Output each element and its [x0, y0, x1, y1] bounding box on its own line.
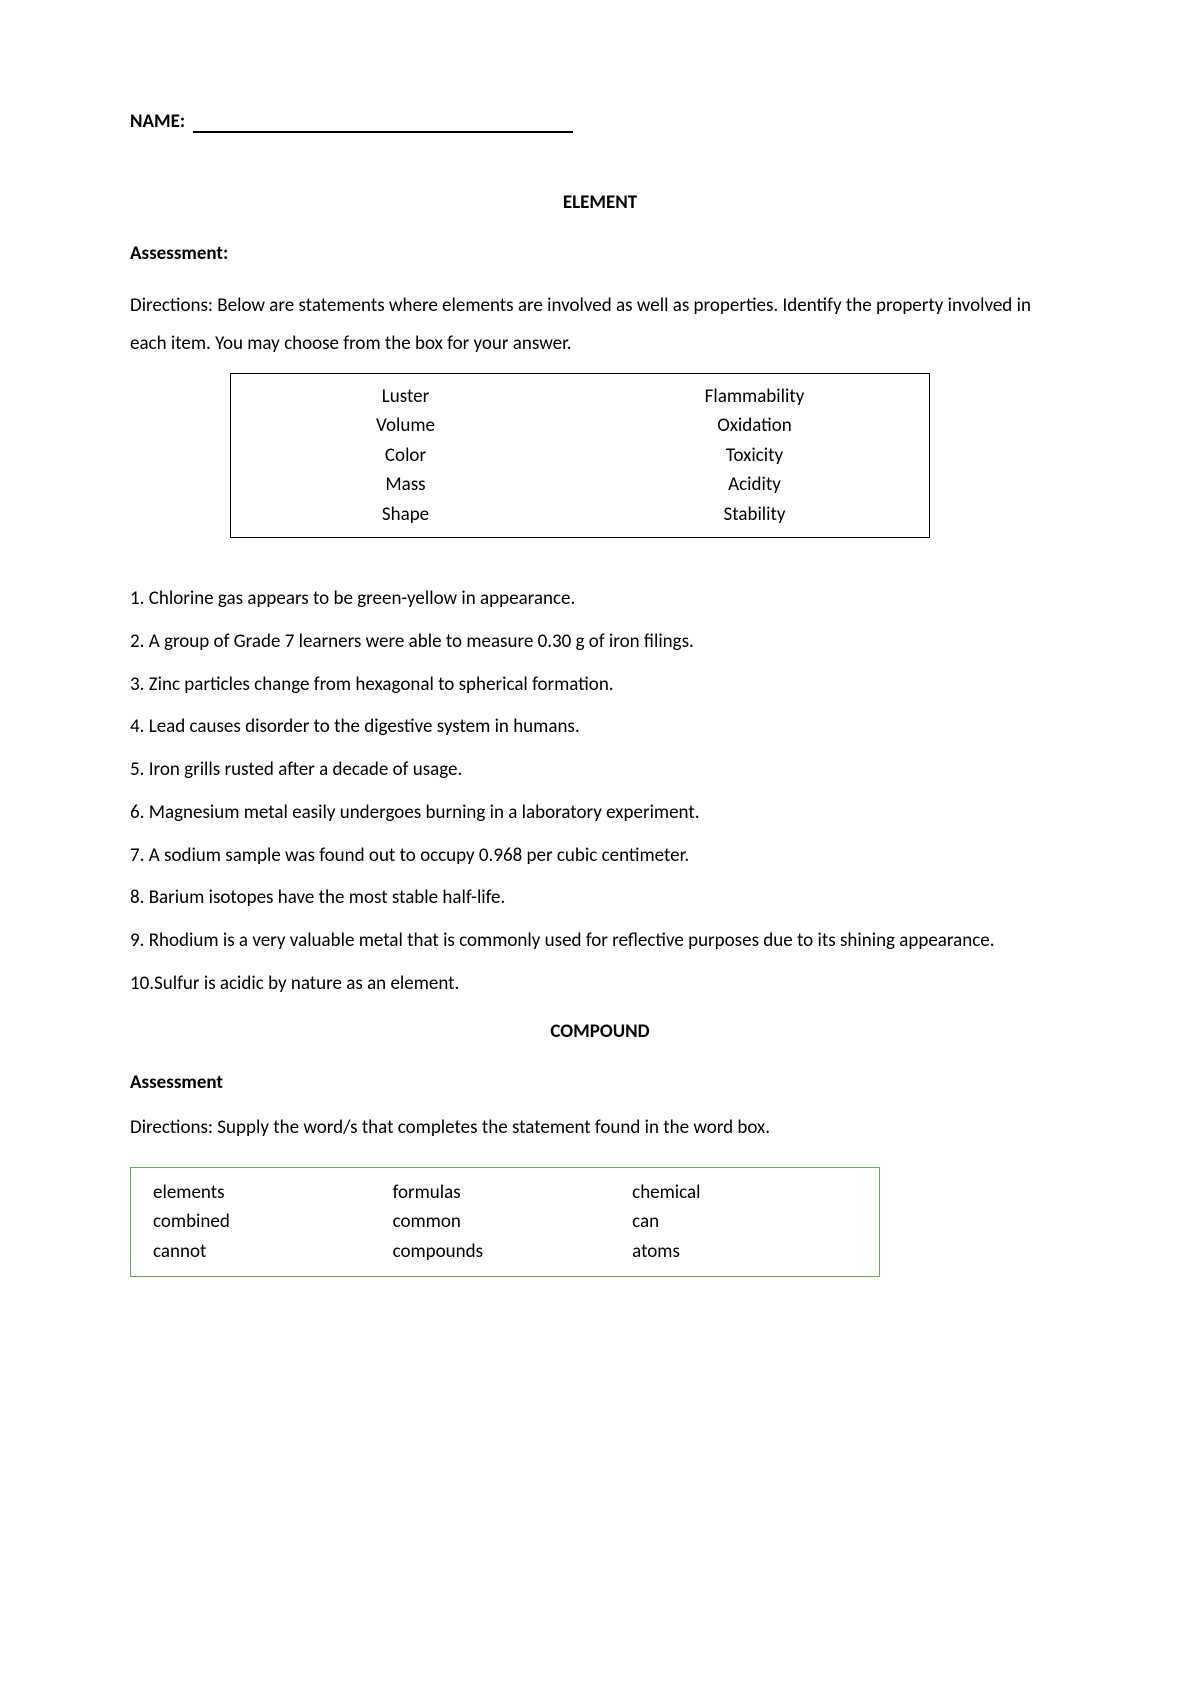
question-6: 6. Magnesium metal easily undergoes burn…: [130, 792, 1070, 835]
wordbox1-col1-0: Luster: [231, 382, 580, 411]
wordbox1-col2-0: Flammability: [580, 382, 929, 411]
wordbox2-r0c2: chemical: [632, 1178, 872, 1207]
wordbox2-r0c1: formulas: [393, 1178, 633, 1207]
directions-element: Directions: Below are statements where e…: [130, 287, 1070, 363]
wordbox1-col1-2: Color: [231, 441, 580, 470]
compound-title: COMPOUND: [130, 1020, 1070, 1043]
wordbox2-r2c1: compounds: [393, 1237, 633, 1266]
name-label: NAME:: [130, 110, 185, 133]
wordbox2-r1c2: can: [632, 1207, 872, 1236]
question-4: 4. Lead causes disorder to the digestive…: [130, 706, 1070, 749]
question-2: 2. A group of Grade 7 learners were able…: [130, 621, 1070, 664]
element-title: ELEMENT: [130, 191, 1070, 214]
wordbox1-col2-1: Oxidation: [580, 411, 929, 440]
wordbox1-col2-4: Stability: [580, 500, 929, 529]
wordbox1-col1-1: Volume: [231, 411, 580, 440]
element-questions: 1. Chlorine gas appears to be green-yell…: [130, 578, 1070, 1006]
wordbox2-r2c0: cannot: [153, 1237, 393, 1266]
wordbox2-r1c1: common: [393, 1207, 633, 1236]
question-5: 5. Iron grills rusted after a decade of …: [130, 749, 1070, 792]
name-field: NAME:: [130, 110, 1070, 133]
wordbox1-col2-3: Acidity: [580, 470, 929, 499]
question-10: 10.Sulfur is acidic by nature as an elem…: [130, 963, 1070, 1006]
compound-word-box: elements formulas chemical combined comm…: [130, 1167, 880, 1277]
question-8: 8. Barium isotopes have the most stable …: [130, 877, 1070, 920]
question-1: 1. Chlorine gas appears to be green-yell…: [130, 578, 1070, 621]
wordbox1-col2-2: Toxicity: [580, 441, 929, 470]
wordbox1-col1-4: Shape: [231, 500, 580, 529]
element-word-box: Luster Flammability Volume Oxidation Col…: [230, 373, 930, 538]
assessment-label-2: Assessment: [130, 1071, 1070, 1094]
question-7: 7. A sodium sample was found out to occu…: [130, 835, 1070, 878]
question-9: 9. Rhodium is a very valuable metal that…: [130, 920, 1070, 963]
name-input-line[interactable]: [193, 131, 573, 133]
assessment-label-1: Assessment:: [130, 242, 1070, 265]
wordbox1-col1-3: Mass: [231, 470, 580, 499]
wordbox2-r1c0: combined: [153, 1207, 393, 1236]
wordbox2-r0c0: elements: [153, 1178, 393, 1207]
directions-compound: Directions: Supply the word/s that compl…: [130, 1116, 1070, 1139]
wordbox2-r2c2: atoms: [632, 1237, 872, 1266]
question-3: 3. Zinc particles change from hexagonal …: [130, 664, 1070, 707]
